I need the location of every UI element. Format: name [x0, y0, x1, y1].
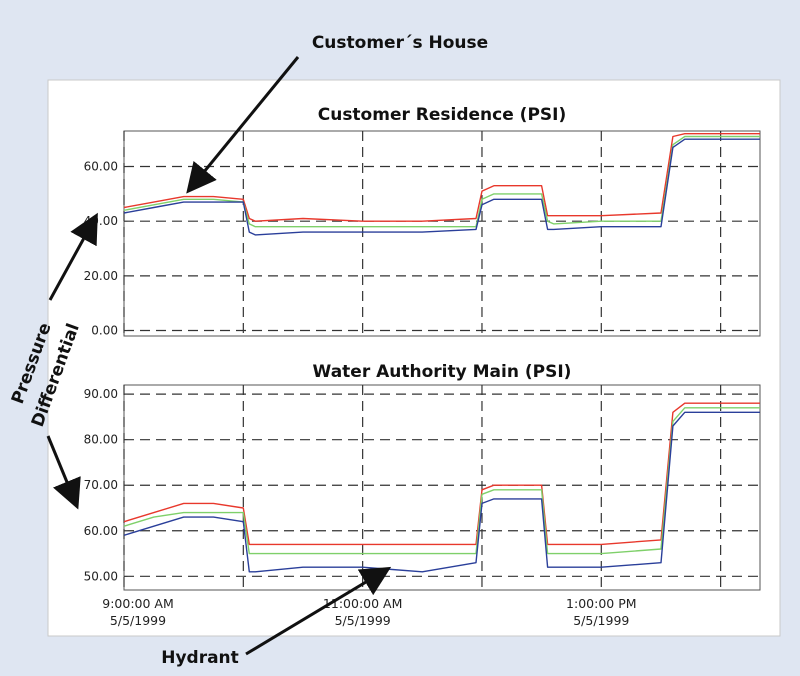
- plot-area-water-authority-main: [123, 384, 761, 591]
- chart-title-customer-residence: Customer Residence (PSI): [318, 105, 567, 125]
- plot-area-customer-residence: [123, 130, 761, 337]
- y-tick-label-water-authority-main: 60.00: [84, 524, 118, 538]
- y-tick-label-water-authority-main: 90.00: [84, 387, 118, 401]
- y-tick-label-customer-residence: 20.00: [84, 269, 118, 283]
- chart-title-water-authority-main: Water Authority Main (PSI): [313, 362, 572, 382]
- x-tick-time-label: 1:00:00 PM: [566, 596, 636, 611]
- arrow-customers-house: [186, 56, 300, 194]
- x-tick-time-label: 11:00:00 AM: [323, 596, 402, 611]
- series-line-green-customer-residence: [123, 135, 760, 228]
- y-tick-label-water-authority-main: 50.00: [84, 569, 118, 583]
- arrow-pressure-up: [48, 212, 98, 301]
- x-tick-date-label: 5/5/1999: [110, 613, 166, 628]
- y-tick-label-customer-residence: 40.00: [84, 214, 118, 228]
- y-tick-label-water-authority-main: 80.00: [84, 433, 118, 447]
- series-line-red-water-authority-main: [123, 402, 760, 546]
- y-tick-label-customer-residence: 0.00: [91, 324, 118, 338]
- annotation-customers-house: Customer´s House: [312, 33, 488, 53]
- arrow-pressure-down: [46, 435, 81, 510]
- series-line-red-customer-residence: [123, 132, 760, 222]
- customer-residence-chart: Customer Residence (PSI) 60.00 40.00 20.00…: [84, 105, 761, 338]
- x-tick-date-label: 5/5/1999: [335, 613, 391, 628]
- x-tick-time-label: 9:00:00 AM: [102, 596, 174, 611]
- water-authority-main-chart: Water Authority Main (PSI) 90.00 80.00 70.…: [84, 362, 761, 628]
- arrow-hydrant: [245, 566, 392, 656]
- annotation-hydrant: Hydrant: [161, 648, 239, 668]
- series-line-green-water-authority-main: [123, 407, 760, 555]
- series-line-blue-water-authority-main: [123, 411, 760, 573]
- y-tick-label-customer-residence: 60.00: [84, 160, 118, 174]
- y-tick-label-water-authority-main: 70.00: [84, 478, 118, 492]
- series-line-blue-customer-residence: [123, 138, 760, 236]
- x-tick-date-label: 5/5/1999: [573, 613, 629, 628]
